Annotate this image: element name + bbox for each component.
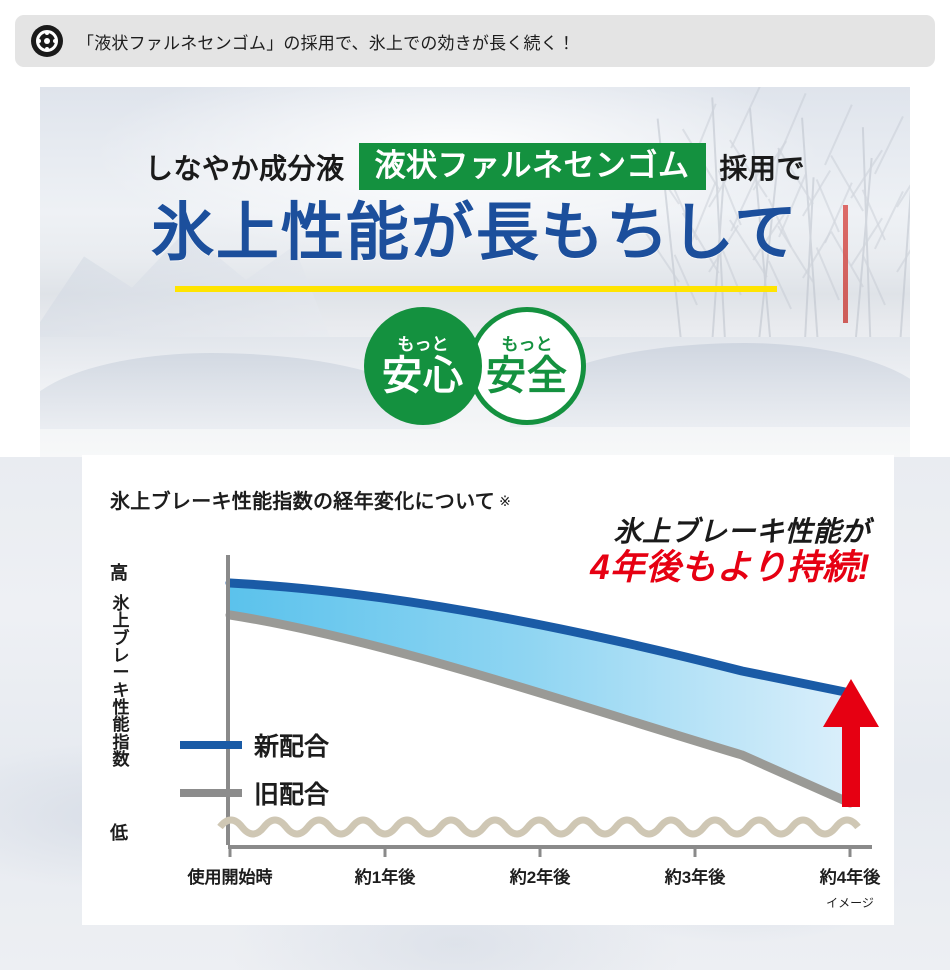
y-axis-top-label: 高: [110, 563, 128, 583]
hero-subline-pre: しなやか成分液: [144, 152, 345, 184]
hero-subline-post: 採用で: [719, 152, 806, 184]
red-up-arrow-annotation: [823, 679, 879, 807]
y-axis-title: 氷上ブレーキ性能指数: [112, 594, 130, 769]
badge-anzen-big: 安全: [486, 354, 568, 398]
x-axis-label-1: 使用開始時: [187, 868, 273, 887]
axis-break-wave: [217, 816, 861, 838]
tire-icon: [31, 25, 63, 57]
x-axis-label-4: 約3年後: [664, 868, 726, 887]
badge-anshin-small: もっと: [397, 335, 449, 354]
chart-card: 氷上ブレーキ性能指数の経年変化について ※ 氷上ブレーキ性能が 4年後もより持続!: [82, 455, 894, 925]
hero-headline-underline: [175, 286, 777, 292]
hero-chip-label: 液状ファルネセンゴム: [358, 143, 706, 190]
legend-item-new: 新配合: [180, 727, 329, 763]
legend-swatch-new: [180, 741, 242, 749]
chart-title-text: 氷上ブレーキ性能指数の経年変化について: [110, 491, 496, 513]
x-axis-labels: 使用開始時 約1年後 約2年後 約3年後 約4年後 イメージ: [142, 863, 882, 913]
legend-label-new: 新配合: [254, 733, 330, 761]
x-axis-label-3: 約2年後: [509, 868, 571, 887]
tree-branch: [730, 87, 762, 149]
x-axis-image-note: イメージ: [826, 896, 874, 910]
x-axis-label-5: 約4年後 イメージ: [819, 868, 881, 910]
roadside-pole: [843, 205, 848, 323]
badge-group: もっと 安心 もっと 安全: [40, 307, 910, 425]
hero-subline: しなやか成分液 液状ファルネセンゴム 採用で: [40, 143, 910, 190]
chart-legend: 新配合 旧配合: [180, 727, 329, 823]
legend-item-old: 旧配合: [180, 775, 329, 811]
series-line-old: [225, 610, 855, 808]
chart-callout: 氷上ブレーキ性能が 4年後もより持続!: [590, 516, 870, 588]
chart-plot: [217, 555, 879, 857]
legend-swatch-old: [180, 789, 242, 797]
badge-anzen: もっと 安全: [468, 307, 586, 425]
badge-anshin: もっと 安心: [364, 307, 482, 425]
callout-bottom-text: 4年後もより持続!: [590, 548, 870, 588]
legend-label-old: 旧配合: [254, 781, 330, 809]
chart-title: 氷上ブレーキ性能指数の経年変化について ※: [110, 485, 511, 514]
notice-text: 「液状ファルネセンゴム」の採用で、氷上での効きが長く続く！: [77, 33, 576, 53]
x-axis-ticks: [228, 847, 852, 857]
chart-title-footnote-mark: ※: [499, 493, 512, 509]
notice-bar: 「液状ファルネセンゴム」の採用で、氷上での効きが長く続く！: [15, 15, 935, 67]
x-axis-label-2: 約1年後: [354, 868, 416, 887]
callout-top-text: 氷上ブレーキ性能が: [613, 516, 870, 547]
hero-headline: 氷上性能が長もちして: [150, 198, 800, 268]
hero-banner: しなやか成分液 液状ファルネセンゴム 採用で 氷上性能が長もちして もっと 安心…: [40, 87, 910, 457]
badge-anzen-small: もっと: [501, 335, 553, 354]
badge-anshin-big: 安心: [382, 354, 464, 398]
y-axis-bottom-label: 低: [110, 823, 128, 843]
series-line-new: [225, 578, 855, 698]
